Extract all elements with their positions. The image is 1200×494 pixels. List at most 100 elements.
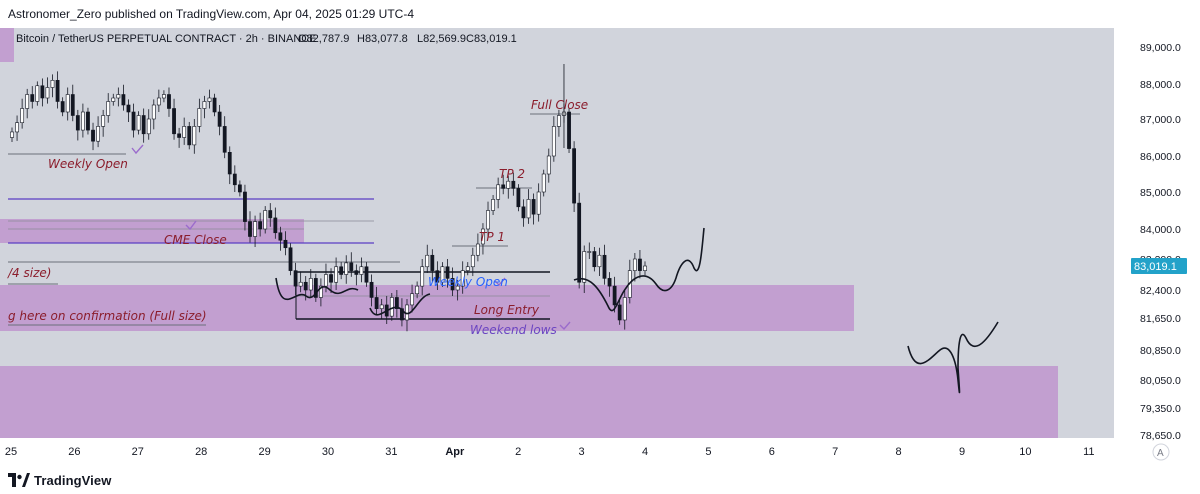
candle-body	[15, 122, 19, 133]
candle-body	[212, 97, 217, 113]
price-axis[interactable]: 89,000.0 88,000.0 87,000.0 86,000.0 85,000.0…	[1140, 42, 1181, 442]
candle-body	[126, 104, 131, 113]
candle-body	[217, 111, 222, 127]
candle-body	[60, 101, 65, 113]
price-tick-label: 78,650.0	[1140, 430, 1181, 442]
check-mark-icon	[494, 277, 506, 287]
candle-body	[435, 270, 440, 283]
candle-body	[313, 278, 318, 298]
time-tick-label: 10	[1019, 446, 1031, 458]
candle-body	[455, 285, 460, 291]
candle-body	[632, 258, 637, 271]
price-tick-label: 80,050.0	[1140, 375, 1181, 387]
candle-body	[70, 94, 75, 116]
candle-body	[339, 266, 344, 275]
candle-body	[481, 228, 485, 245]
candle-body	[465, 266, 470, 271]
candle-body	[303, 281, 308, 291]
time-axis-background	[0, 438, 1200, 466]
time-tick-label: 7	[832, 446, 838, 458]
time-tick-label: 9	[959, 446, 965, 458]
long-entry-label: Long Entry	[474, 303, 540, 317]
candle-body	[491, 199, 495, 211]
time-tick-label: 26	[68, 446, 80, 458]
current-price-badge: 83,019.1	[1131, 258, 1187, 274]
time-tick-label: 27	[132, 446, 144, 458]
candle-body	[146, 118, 151, 135]
candle-body	[298, 281, 303, 287]
candle-body	[151, 104, 156, 120]
candle-body	[612, 285, 617, 306]
candle-body	[25, 94, 30, 109]
candles-group	[10, 64, 647, 332]
time-tick-label: 8	[896, 446, 902, 458]
candle-body	[253, 221, 257, 237]
candle-body	[278, 232, 283, 241]
candle-body	[86, 111, 90, 131]
price-tick-label: 85,000.0	[1140, 187, 1181, 199]
top-left-zone	[0, 28, 14, 62]
candle-body	[268, 210, 273, 219]
candle-body	[121, 94, 126, 106]
candle-body	[101, 115, 106, 127]
candle-body	[415, 285, 420, 295]
full-size-label: g here on confirmation (Full size)	[8, 309, 207, 323]
candle-body	[65, 94, 70, 113]
candle-body	[445, 266, 450, 279]
candle-body	[638, 258, 642, 271]
price-axis-background	[1114, 28, 1200, 466]
projection-squiggle-4	[907, 321, 999, 394]
candle-body	[394, 297, 399, 309]
candle-body	[369, 281, 374, 298]
candle-body	[470, 254, 475, 268]
candle-body	[374, 297, 379, 309]
auto-scale-label: A	[1157, 448, 1164, 459]
projection-squiggle-2	[369, 293, 431, 316]
candle-body	[349, 262, 354, 271]
candle-body	[162, 94, 166, 99]
candle-body	[30, 94, 35, 102]
candle-body	[572, 148, 577, 204]
price-chart[interactable]: Weekly Open CME Close /4 size) g here on…	[0, 28, 1200, 466]
candle-body	[592, 251, 597, 268]
time-axis[interactable]: 25 26 27 28 29 30 31 Apr 2 3 4 5 6 7 8 9 10 11	[5, 446, 1095, 458]
candle-body	[106, 101, 111, 116]
candle-body	[288, 247, 293, 271]
candle-body	[531, 199, 536, 215]
candle-body	[557, 115, 561, 127]
auto-scale-button[interactable]: A	[1152, 443, 1170, 461]
candle-body	[551, 126, 556, 157]
candle-body	[141, 115, 146, 135]
lower-support-zone	[0, 366, 1058, 438]
candle-body	[197, 108, 202, 127]
price-tick-label: 86,000.0	[1140, 151, 1181, 163]
candle-body	[379, 304, 384, 309]
candle-body	[80, 111, 85, 131]
price-tick-label: 80,850.0	[1140, 345, 1181, 357]
candle-body	[582, 251, 587, 283]
time-tick-label: Apr	[445, 446, 465, 458]
candle-body	[207, 97, 212, 102]
price-tick-label: 81,650.0	[1140, 313, 1181, 325]
candle-body	[430, 254, 435, 271]
tradingview-logo-icon	[8, 473, 30, 487]
candle-body	[35, 85, 40, 102]
legend-open: O82,787.9	[298, 33, 349, 45]
publisher-header: Astronomer_Zero published on TradingView…	[0, 0, 1200, 28]
candle-body	[111, 97, 116, 102]
candle-body	[319, 285, 323, 298]
candle-body	[192, 126, 197, 146]
candle-body	[20, 108, 25, 123]
candle-body	[329, 274, 333, 283]
candle-body	[283, 239, 288, 249]
candle-body	[516, 188, 521, 208]
tradingview-brand: TradingView	[34, 472, 112, 488]
price-tick-label: 89,000.0	[1140, 42, 1181, 54]
candle-body	[597, 254, 602, 268]
candle-body	[131, 111, 136, 131]
price-tick-label: 79,350.0	[1140, 403, 1181, 415]
candle-body	[475, 243, 480, 256]
symbol-name: Bitcoin / TetherUS PERPETUAL CONTRACT · …	[16, 33, 317, 45]
time-tick-label: 3	[579, 446, 585, 458]
candle-body	[222, 126, 227, 153]
